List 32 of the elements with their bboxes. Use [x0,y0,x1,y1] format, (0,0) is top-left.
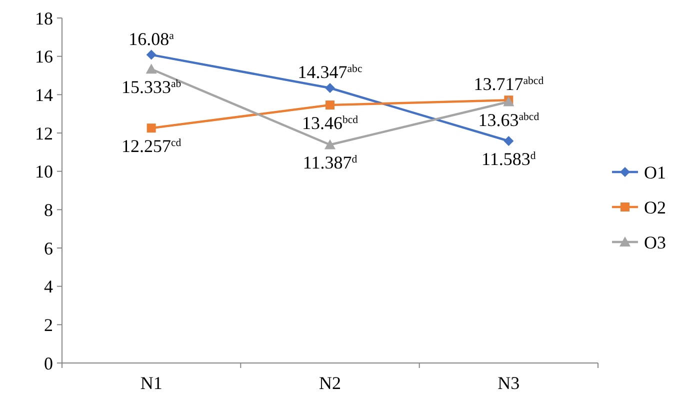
y-tick-label: 2 [44,314,53,335]
point [326,100,334,110]
y-tick-label: 16 [35,46,53,67]
y-tick-label: 6 [44,238,53,258]
data-label: 13.46$^{bcd}$ [302,113,359,134]
point [146,124,156,133]
y-tick-label: 18 [35,8,53,28]
legend-label: O2 [644,197,666,218]
y-tick-label: 0 [44,353,53,374]
y-tick-label: 8 [44,200,53,220]
data-label: 14.347$^{abc}$ [298,62,362,82]
y-tick-label: 14 [35,84,53,105]
x-tick-label: N1 [140,373,162,393]
data-label: 13.717$^{abcd}$ [474,74,544,94]
data-label: 12.257$^{cd}$ [121,136,182,156]
point [325,83,335,94]
legend-label: O3 [644,232,666,252]
data-label: 11.583$^{d}$ [482,148,536,169]
y-tick-label: 10 [35,162,53,182]
point [146,50,156,60]
data-label: 13.63$^{abcd}$ [478,110,540,130]
point [324,139,336,150]
x-tick-label: N3 [498,373,520,393]
legend-label: O1 [644,162,666,182]
point [504,136,514,146]
data-label: 11.387$^{d}$ [302,152,358,173]
x-tick-label: N2 [319,373,341,393]
point [146,64,157,74]
data-label: 15.333$^{ab}$ [121,77,182,98]
y-tick-label: 12 [35,123,53,144]
y-tick-label: 4 [44,276,53,297]
data-label: 16.08$^{a}$ [128,28,174,49]
